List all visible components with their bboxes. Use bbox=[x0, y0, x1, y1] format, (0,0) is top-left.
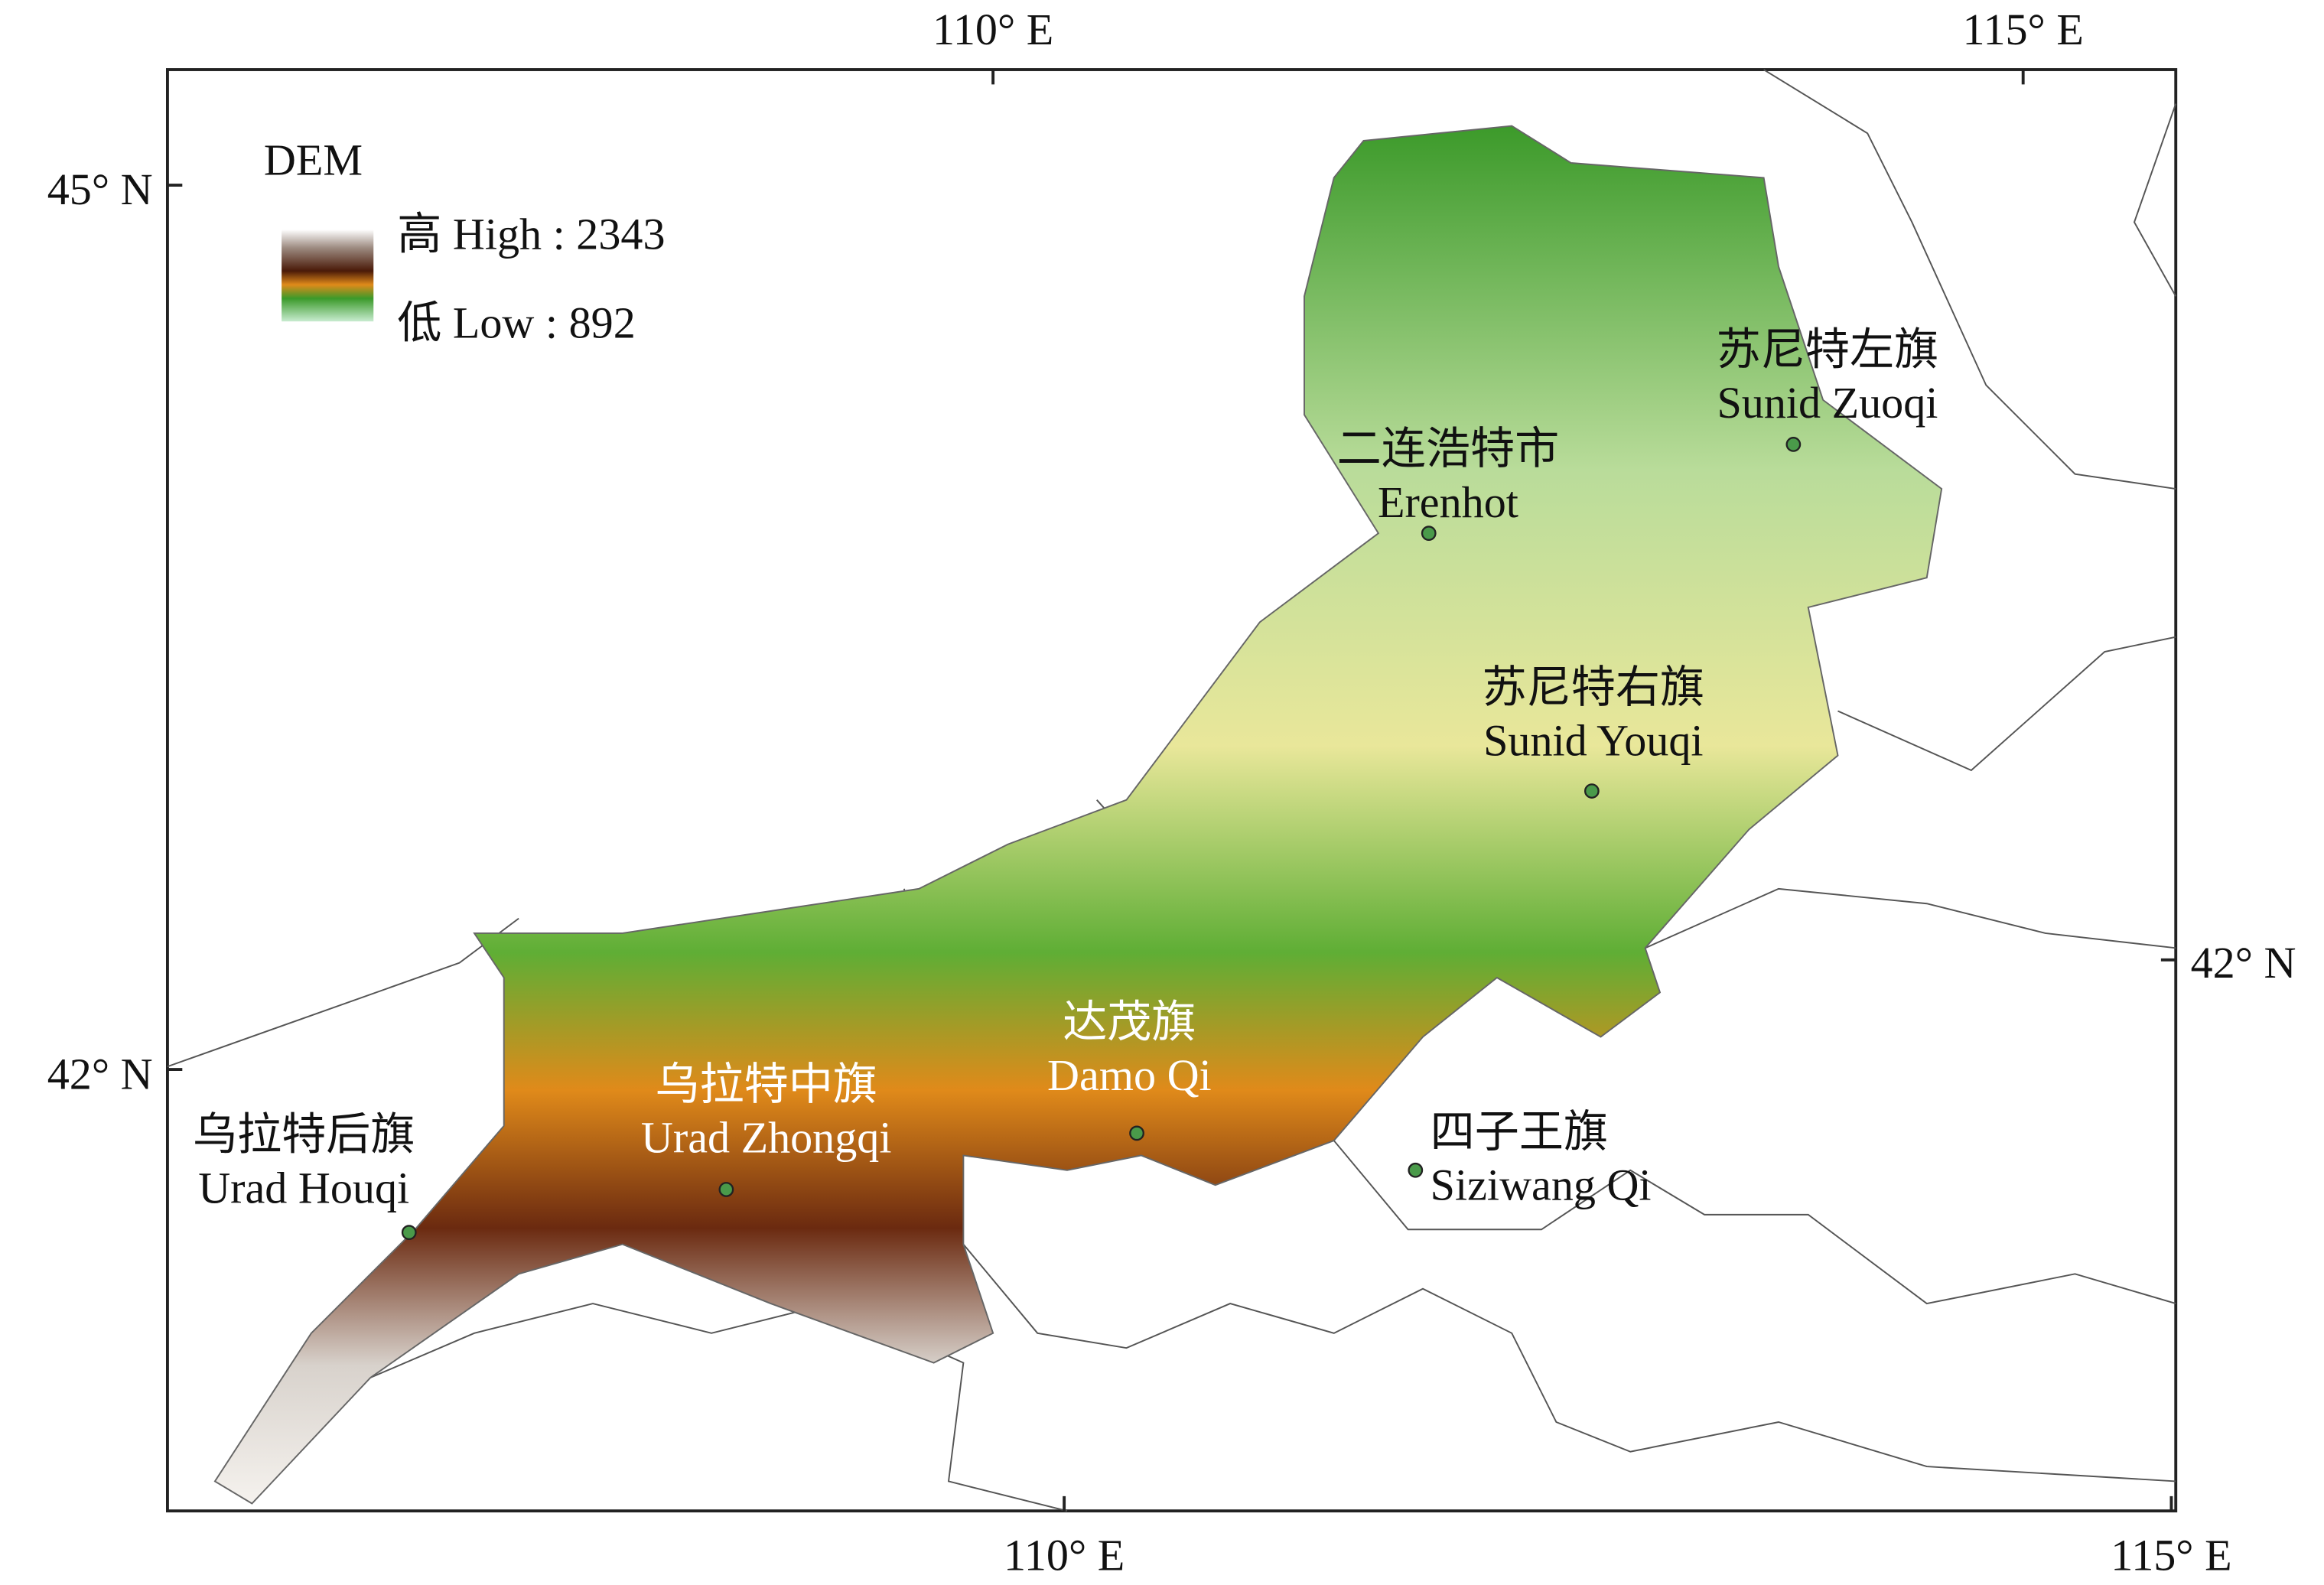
place-name-en: Siziwang Qi bbox=[1431, 1160, 1652, 1210]
place-name-en: Urad Zhongqi bbox=[641, 1113, 892, 1163]
place-name-zh: 乌拉特后旗 bbox=[193, 1110, 415, 1160]
place-name-en: Sunid Zuoqi bbox=[1717, 378, 1938, 428]
axis-labels: 110° E 115° E 110° E 115° E 45° N 42° N … bbox=[47, 5, 2296, 1580]
axis-label: 115° E bbox=[2111, 1531, 2231, 1580]
legend-low: 低 Low : 892 bbox=[397, 298, 636, 348]
place-marker bbox=[1584, 783, 1600, 799]
place-name-zh: 乌拉特中旗 bbox=[655, 1059, 877, 1109]
axis-label: 115° E bbox=[1963, 5, 2084, 54]
place-name-zh: 四子王旗 bbox=[1431, 1107, 1608, 1157]
legend-ramp bbox=[282, 229, 374, 322]
axis-label: 110° E bbox=[1004, 1531, 1125, 1580]
axis-label: 110° E bbox=[933, 5, 1053, 54]
place-marker bbox=[401, 1225, 417, 1241]
place-marker bbox=[1408, 1162, 1424, 1178]
place-name-en: Damo Qi bbox=[1047, 1050, 1212, 1100]
place-marker bbox=[1421, 526, 1437, 541]
place-name-en: Erenhot bbox=[1378, 477, 1518, 527]
tick-marks bbox=[167, 70, 2176, 1512]
place-name-zh: 苏尼特左旗 bbox=[1717, 324, 1939, 374]
legend-title: DEM bbox=[264, 135, 363, 185]
dem-region bbox=[213, 125, 1943, 1505]
place-name-zh: 苏尼特右旗 bbox=[1483, 662, 1705, 712]
axis-label: 45° N bbox=[47, 164, 153, 214]
axis-label: 42° N bbox=[47, 1049, 153, 1098]
place-marker bbox=[1785, 437, 1802, 452]
place-name-en: Urad Houqi bbox=[198, 1163, 409, 1212]
axis-label: 42° N bbox=[2191, 938, 2296, 988]
place-marker bbox=[718, 1182, 734, 1197]
place-name-zh: 达茂旗 bbox=[1063, 998, 1196, 1047]
place-name-en: Sunid Youqi bbox=[1483, 716, 1703, 766]
legend: DEM 高 High : 2343 低 Low : 892 bbox=[264, 135, 666, 348]
place-name-zh: 二连浩特市 bbox=[1337, 424, 1560, 474]
place-marker bbox=[1129, 1125, 1144, 1141]
legend-high: 高 High : 2343 bbox=[397, 209, 665, 259]
